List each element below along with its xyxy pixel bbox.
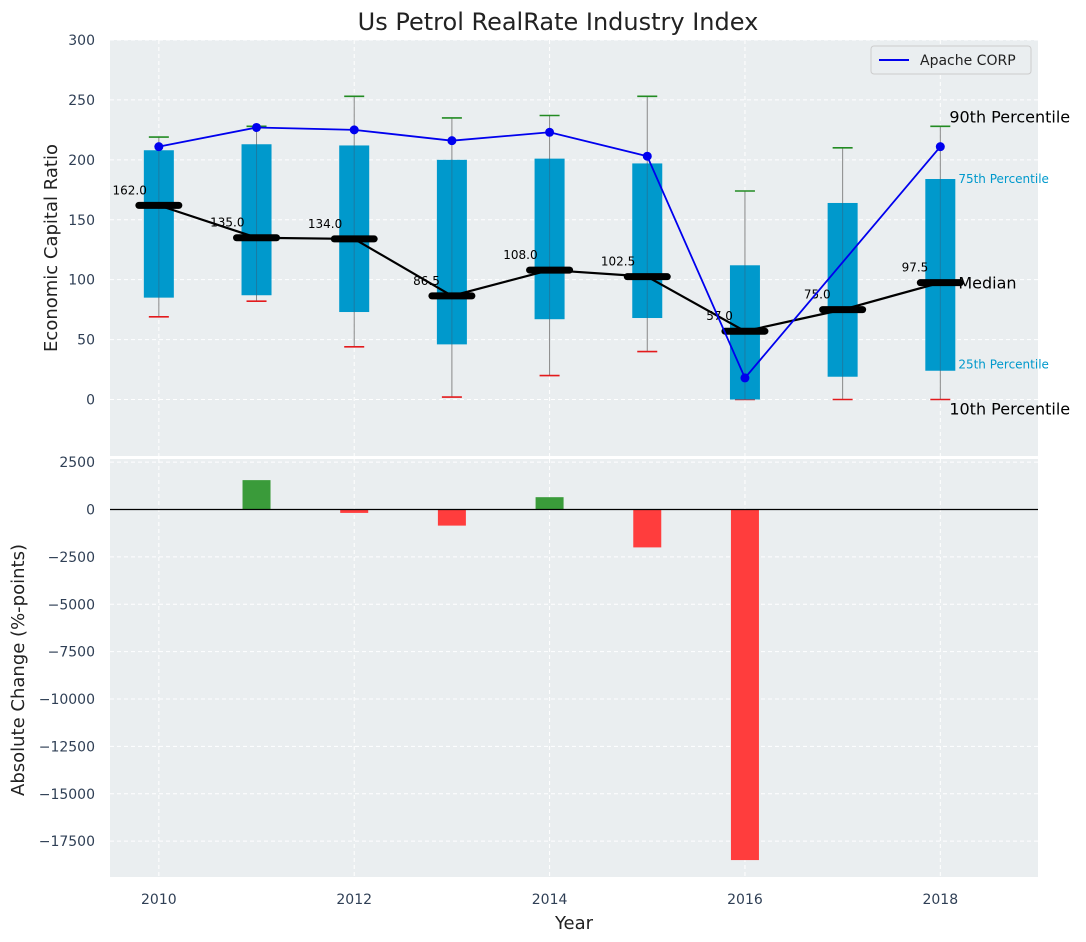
median-value-label: 134.0 [308,217,342,231]
median-labels: 162.0 135.0 134.0 86.5 108.0 102.5 57.0 75.0 97.… [112,183,928,323]
annotation-10th-percentile: 10th Percentile [949,400,1070,419]
change-bar [437,509,466,526]
apache-series-line [158,126,942,380]
change-bar [730,509,759,861]
top-y-axis-title: Economic Capital Ratio [41,144,62,352]
median-value-label: 102.5 [601,255,635,269]
median-value-label: 108.0 [503,248,537,262]
apache-series-point [154,142,164,152]
change-bar [633,509,662,548]
top-y-tick-label: 200 [68,153,95,169]
top-y-tick-label: 300 [68,33,95,49]
x-ticks: 2010 2012 2014 2016 2018 [141,892,958,908]
change-bar [535,497,564,510]
top-y-tick-label: 0 [86,393,95,409]
annotation-90th-percentile: 90th Percentile [949,107,1070,126]
bottom-y-tick-label: 0 [86,503,95,519]
apache-series-point [349,125,359,135]
apache-series-point [447,136,457,146]
legend: Apache CORP [870,45,1032,75]
bottom-y-tick-label: −10000 [39,692,95,708]
change-bars [242,480,759,861]
apache-series-point [252,122,262,132]
x-tick-label: 2012 [336,892,372,908]
top-y-ticks: 0 50 100 150 200 250 300 [68,33,95,409]
median-value-label: 97.5 [902,261,929,275]
bottom-y-tick-label: −2500 [48,550,95,566]
chart-title: Us Petrol RealRate Industry Index [358,8,759,36]
legend-label-apache: Apache CORP [920,53,1016,69]
bottom-y-tick-label: −7500 [48,645,95,661]
x-tick-label: 2010 [141,892,177,908]
x-tick-label: 2016 [727,892,763,908]
top-y-tick-label: 100 [68,273,95,289]
apache-series-point [642,151,652,161]
median-value-label: 162.0 [112,183,146,197]
annotation-25th-percentile: 25th Percentile [958,358,1049,372]
apache-series-point [740,373,750,383]
bottom-y-tick-label: −12500 [39,739,95,755]
median-value-label: 86.5 [413,274,440,288]
top-y-tick-label: 50 [77,333,95,349]
legend-box [870,45,1032,75]
top-y-tick-label: 150 [68,213,95,229]
x-axis-title: Year [554,913,594,934]
bottom-plot-area [110,459,1038,877]
apache-series [154,122,945,383]
median-markers [135,201,964,335]
boxes [143,144,956,400]
x-tick-label: 2018 [922,892,958,908]
median-value-label: 75.0 [804,288,831,302]
bottom-y-tick-label: −5000 [48,597,95,613]
bottom-y-ticks: 2500 0 −2500 −5000 −7500 −10000 −12500 −15000 −1… [39,455,95,850]
top-y-tick-label: 250 [68,93,95,109]
median-value-label: 57.0 [706,309,733,323]
bottom-y-tick-label: −17500 [39,834,95,850]
median-value-label: 135.0 [210,216,244,230]
bottom-y-axis-title: Absolute Change (%-points) [8,544,29,796]
change-bar [340,509,369,513]
annotation-75th-percentile: 75th Percentile [958,172,1049,186]
x-tick-label: 2014 [532,892,568,908]
annotation-median: Median [958,274,1016,293]
apache-series-point [545,127,555,137]
bottom-y-tick-label: −15000 [39,787,95,803]
bottom-y-tick-label: 2500 [59,455,95,471]
change-bar [242,480,271,510]
apache-series-point [935,142,945,152]
